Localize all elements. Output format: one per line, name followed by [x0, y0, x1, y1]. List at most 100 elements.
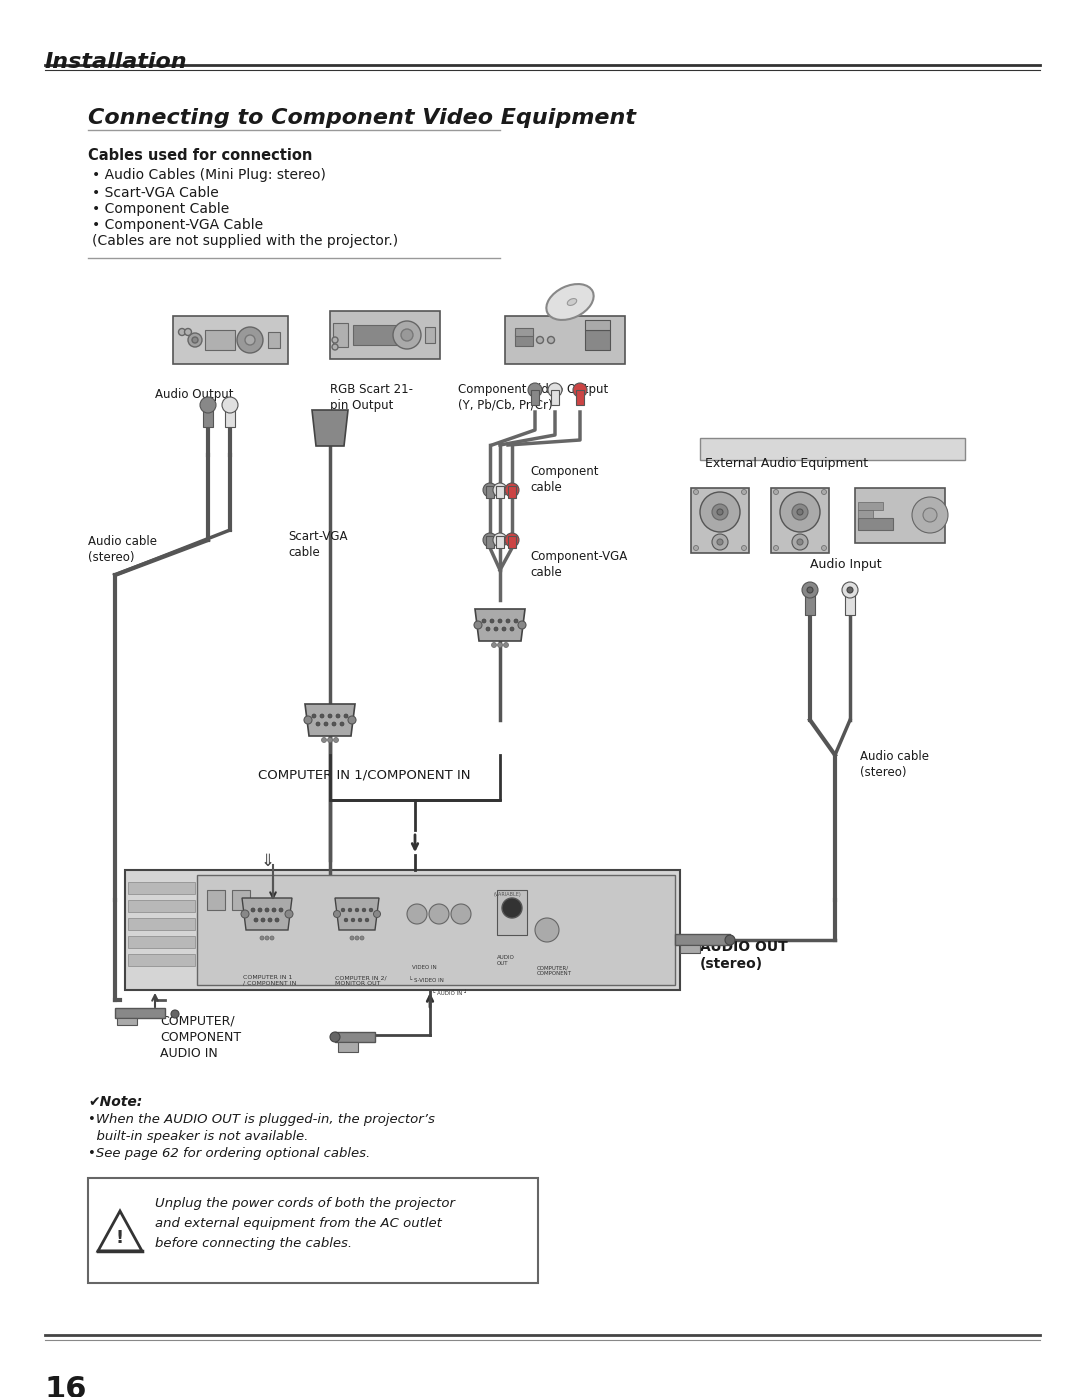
Bar [207, 890, 225, 909]
Circle shape [355, 908, 359, 912]
Bar [197, 875, 675, 985]
Bar [335, 1032, 375, 1042]
Bar [845, 595, 855, 615]
Bar [858, 502, 883, 510]
Circle shape [320, 714, 324, 718]
Bar [129, 882, 195, 894]
Bar [551, 390, 559, 405]
Circle shape [494, 627, 498, 631]
Text: •See page 62 for ordering optional cables.: •See page 62 for ordering optional cable… [87, 1147, 370, 1160]
Bar [117, 1018, 137, 1025]
Bar [576, 390, 584, 405]
Ellipse shape [567, 299, 577, 306]
Text: Component Video Output
(Y, Pb/Cb, Pr/Cr): Component Video Output (Y, Pb/Cb, Pr/Cr) [458, 383, 608, 412]
Circle shape [332, 337, 338, 344]
Circle shape [322, 738, 326, 742]
Circle shape [185, 328, 191, 335]
Text: External Audio Equipment: External Audio Equipment [705, 457, 868, 469]
Text: Audio cable
(stereo): Audio cable (stereo) [87, 535, 157, 564]
Circle shape [491, 643, 497, 647]
Text: Audio Output: Audio Output [156, 388, 233, 401]
Text: Cables used for connection: Cables used for connection [87, 148, 312, 163]
Polygon shape [98, 1211, 141, 1250]
Circle shape [474, 622, 482, 629]
Circle shape [260, 936, 264, 940]
Circle shape [285, 909, 293, 918]
Circle shape [270, 936, 274, 940]
Text: Component
cable: Component cable [530, 465, 598, 495]
Circle shape [518, 622, 526, 629]
Circle shape [200, 397, 216, 414]
Circle shape [700, 492, 740, 532]
Circle shape [237, 327, 264, 353]
Circle shape [792, 534, 808, 550]
Circle shape [261, 918, 265, 922]
Text: •When the AUDIO OUT is plugged-in, the projector’s: •When the AUDIO OUT is plugged-in, the p… [87, 1113, 435, 1126]
Bar [330, 312, 440, 359]
Circle shape [498, 643, 502, 647]
Circle shape [222, 397, 238, 414]
Circle shape [341, 908, 345, 912]
Bar [508, 486, 516, 497]
Circle shape [359, 918, 362, 922]
Circle shape [362, 908, 366, 912]
Circle shape [303, 717, 312, 724]
Circle shape [334, 911, 340, 918]
Circle shape [712, 534, 728, 550]
Circle shape [334, 738, 338, 742]
Circle shape [482, 619, 486, 623]
Bar [205, 330, 235, 351]
Bar [515, 328, 534, 337]
Bar [353, 326, 399, 345]
Circle shape [348, 908, 352, 912]
Bar [496, 536, 504, 548]
Circle shape [502, 898, 522, 918]
Circle shape [332, 344, 338, 351]
Circle shape [717, 509, 723, 515]
Circle shape [847, 587, 853, 592]
Bar [129, 900, 195, 912]
Text: VIDEO IN: VIDEO IN [411, 965, 436, 970]
Bar [129, 954, 195, 965]
Circle shape [725, 935, 735, 944]
Bar [505, 316, 625, 365]
Bar [114, 1009, 165, 1018]
Bar [129, 918, 195, 930]
Circle shape [340, 722, 345, 726]
Circle shape [507, 619, 510, 623]
Text: └ AUDIO IN ┘: └ AUDIO IN ┘ [432, 990, 468, 996]
Bar [173, 316, 287, 365]
Text: └ S-VIDEO IN: └ S-VIDEO IN [409, 977, 444, 983]
Polygon shape [312, 409, 348, 446]
Text: • Scart-VGA Cable: • Scart-VGA Cable [92, 186, 219, 200]
Text: COMPUTER/
COMPONENT
AUDIO IN: COMPUTER/ COMPONENT AUDIO IN [160, 1016, 241, 1060]
Circle shape [514, 619, 518, 623]
Text: Unplug the power cords of both the projector: Unplug the power cords of both the proje… [156, 1197, 455, 1210]
Circle shape [483, 483, 497, 497]
Circle shape [923, 509, 937, 522]
Text: ✔Note:: ✔Note: [87, 1095, 143, 1109]
Circle shape [316, 722, 320, 726]
Bar [585, 320, 610, 330]
Circle shape [492, 483, 507, 497]
Bar [585, 330, 610, 351]
Circle shape [365, 918, 368, 922]
Bar [486, 486, 494, 497]
Circle shape [451, 904, 471, 923]
Circle shape [548, 337, 554, 344]
Circle shape [336, 714, 340, 718]
Circle shape [528, 383, 542, 397]
Circle shape [842, 583, 858, 598]
Circle shape [492, 534, 507, 548]
Text: !: ! [116, 1229, 124, 1248]
Text: 16: 16 [45, 1375, 87, 1397]
Circle shape [265, 908, 269, 912]
Circle shape [171, 1010, 179, 1018]
Circle shape [490, 619, 494, 623]
Bar [691, 488, 750, 552]
Circle shape [429, 904, 449, 923]
Circle shape [502, 627, 507, 631]
Circle shape [330, 1032, 340, 1042]
Circle shape [351, 918, 355, 922]
Text: • Component Cable: • Component Cable [92, 203, 229, 217]
